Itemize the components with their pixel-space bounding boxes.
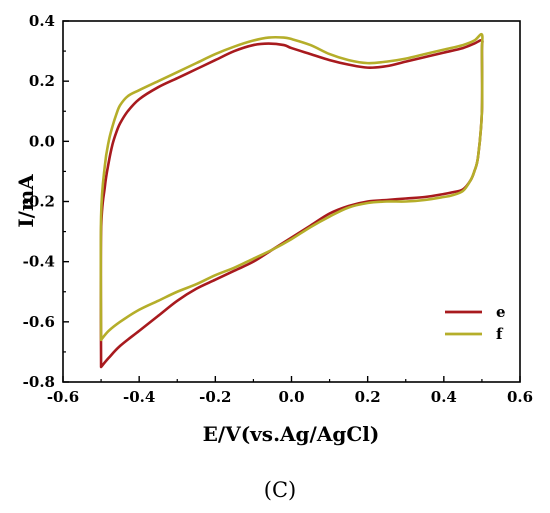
legend: ef: [445, 303, 506, 343]
x-tick-label: 0.2: [355, 388, 381, 406]
x-tick-label: -0.4: [123, 388, 155, 406]
x-tick-label: 0.6: [507, 388, 533, 406]
panel-label: (C): [264, 478, 296, 502]
series-line-f: [99, 32, 484, 342]
legend-label-f: f: [496, 325, 504, 343]
series-line-e: [99, 38, 484, 369]
x-tick-label: -0.2: [199, 388, 231, 406]
y-tick-label: -0.4: [23, 253, 55, 271]
y-tick-label: 0.2: [29, 72, 55, 90]
y-tick-label: -0.6: [23, 313, 55, 331]
y-tick-label: -0.2: [23, 193, 55, 211]
x-tick-label: 0.0: [278, 388, 304, 406]
series-layer: [99, 32, 484, 369]
plot-frame: [62, 20, 521, 383]
y-axis-title: I/mA: [14, 174, 38, 228]
x-tick-label: -0.6: [47, 388, 79, 406]
y-tick-label: 0.0: [29, 132, 55, 150]
y-tick-label: 0.4: [29, 12, 55, 30]
x-tick-label: 0.4: [431, 388, 457, 406]
y-tick-label: -0.8: [23, 373, 55, 391]
x-axis-title: E/V(vs.Ag/AgCl): [203, 422, 380, 446]
legend-label-e: e: [496, 303, 506, 321]
axis-ticks: -0.6 -0.4 -0.2 0.0 0.2 0.4 0.6 0.4 0.2 0.0 -0.2 -0.…: [23, 12, 533, 406]
